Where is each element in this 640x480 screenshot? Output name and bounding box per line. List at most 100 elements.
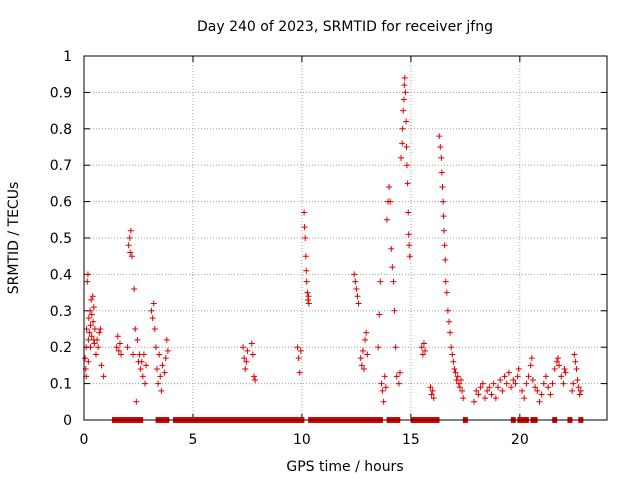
data-point xyxy=(515,366,522,373)
data-point xyxy=(456,384,463,391)
y-tick-label: 0 xyxy=(63,413,72,429)
data-point xyxy=(446,318,453,325)
data-point xyxy=(244,347,251,354)
data-point xyxy=(570,380,577,387)
data-point xyxy=(140,351,147,358)
data-point xyxy=(127,249,134,256)
data-point xyxy=(351,271,358,278)
data-point xyxy=(161,369,168,376)
data-point xyxy=(386,184,393,191)
data-point xyxy=(404,180,411,187)
data-point xyxy=(304,289,311,296)
data-point xyxy=(375,344,382,351)
data-point xyxy=(519,387,526,394)
data-point xyxy=(295,355,302,362)
data-point xyxy=(508,384,515,391)
data-point xyxy=(547,391,554,398)
data-point xyxy=(527,362,534,369)
data-point xyxy=(87,344,94,351)
data-point xyxy=(427,384,434,391)
data-point xyxy=(149,315,156,322)
data-point xyxy=(573,366,580,373)
data-point xyxy=(376,311,383,318)
y-tick-label: 0.5 xyxy=(50,231,72,247)
data-point xyxy=(156,351,163,358)
data-point xyxy=(388,245,395,252)
data-point xyxy=(505,369,512,376)
y-tick-label: 0.1 xyxy=(50,377,72,393)
data-point xyxy=(440,227,447,234)
grid xyxy=(84,56,607,420)
data-point xyxy=(471,398,478,405)
data-point xyxy=(82,355,89,362)
data-point xyxy=(402,89,409,96)
data-point xyxy=(457,376,464,383)
data-point xyxy=(157,373,164,380)
data-point xyxy=(364,351,371,358)
y-tick-label: 0.2 xyxy=(50,340,72,356)
data-point xyxy=(484,387,491,394)
data-point xyxy=(242,366,249,373)
data-point xyxy=(240,344,247,351)
data-point xyxy=(380,398,387,405)
data-point xyxy=(148,307,155,314)
data-point xyxy=(381,373,388,380)
data-point xyxy=(399,125,406,132)
data-point xyxy=(492,395,499,402)
data-point xyxy=(379,387,386,394)
data-point xyxy=(88,333,95,340)
data-point xyxy=(90,304,97,311)
data-point xyxy=(359,347,366,354)
data-point xyxy=(532,384,539,391)
data-point xyxy=(138,358,145,365)
y-tick-label: 0.7 xyxy=(50,158,72,174)
data-point xyxy=(575,384,582,391)
data-point xyxy=(301,224,308,231)
data-point xyxy=(418,344,425,351)
x-axis-label: GPS time / hours xyxy=(286,459,403,475)
data-point xyxy=(305,293,312,300)
data-point xyxy=(459,387,466,394)
y-axis-label: SRMTID / TECUs xyxy=(6,182,22,295)
data-point xyxy=(569,387,576,394)
data-point xyxy=(363,329,370,336)
data-point xyxy=(443,289,450,296)
data-point xyxy=(96,329,103,336)
data-point xyxy=(438,169,445,176)
data-point xyxy=(440,198,447,205)
data-point xyxy=(514,373,521,380)
data-point xyxy=(85,358,92,365)
data-point xyxy=(296,369,303,376)
data-point xyxy=(159,362,166,369)
data-point xyxy=(400,96,407,103)
data-point xyxy=(132,326,139,332)
data-point xyxy=(444,307,451,314)
data-point xyxy=(88,296,95,303)
y-tick-label: 0.9 xyxy=(50,85,72,101)
data-point xyxy=(90,318,97,325)
data-point xyxy=(303,267,310,274)
data-point xyxy=(542,373,549,380)
x-tick-label: 15 xyxy=(402,432,420,448)
y-tick-label: 0.4 xyxy=(50,267,72,283)
data-point xyxy=(401,74,408,81)
data-point xyxy=(357,355,364,362)
data-point xyxy=(91,326,98,332)
data-point xyxy=(124,344,131,351)
data-point xyxy=(430,395,437,402)
data-point xyxy=(536,398,543,405)
data-point xyxy=(84,271,91,278)
data-point xyxy=(303,278,310,285)
data-point xyxy=(241,355,248,362)
data-point xyxy=(84,278,91,285)
data-point xyxy=(85,336,92,343)
data-point xyxy=(354,293,361,300)
data-point xyxy=(447,329,454,336)
data-point xyxy=(98,362,105,369)
data-point xyxy=(154,366,161,373)
data-point xyxy=(499,387,506,394)
data-point xyxy=(378,380,385,387)
data-point xyxy=(403,118,410,125)
data-point xyxy=(441,242,448,249)
